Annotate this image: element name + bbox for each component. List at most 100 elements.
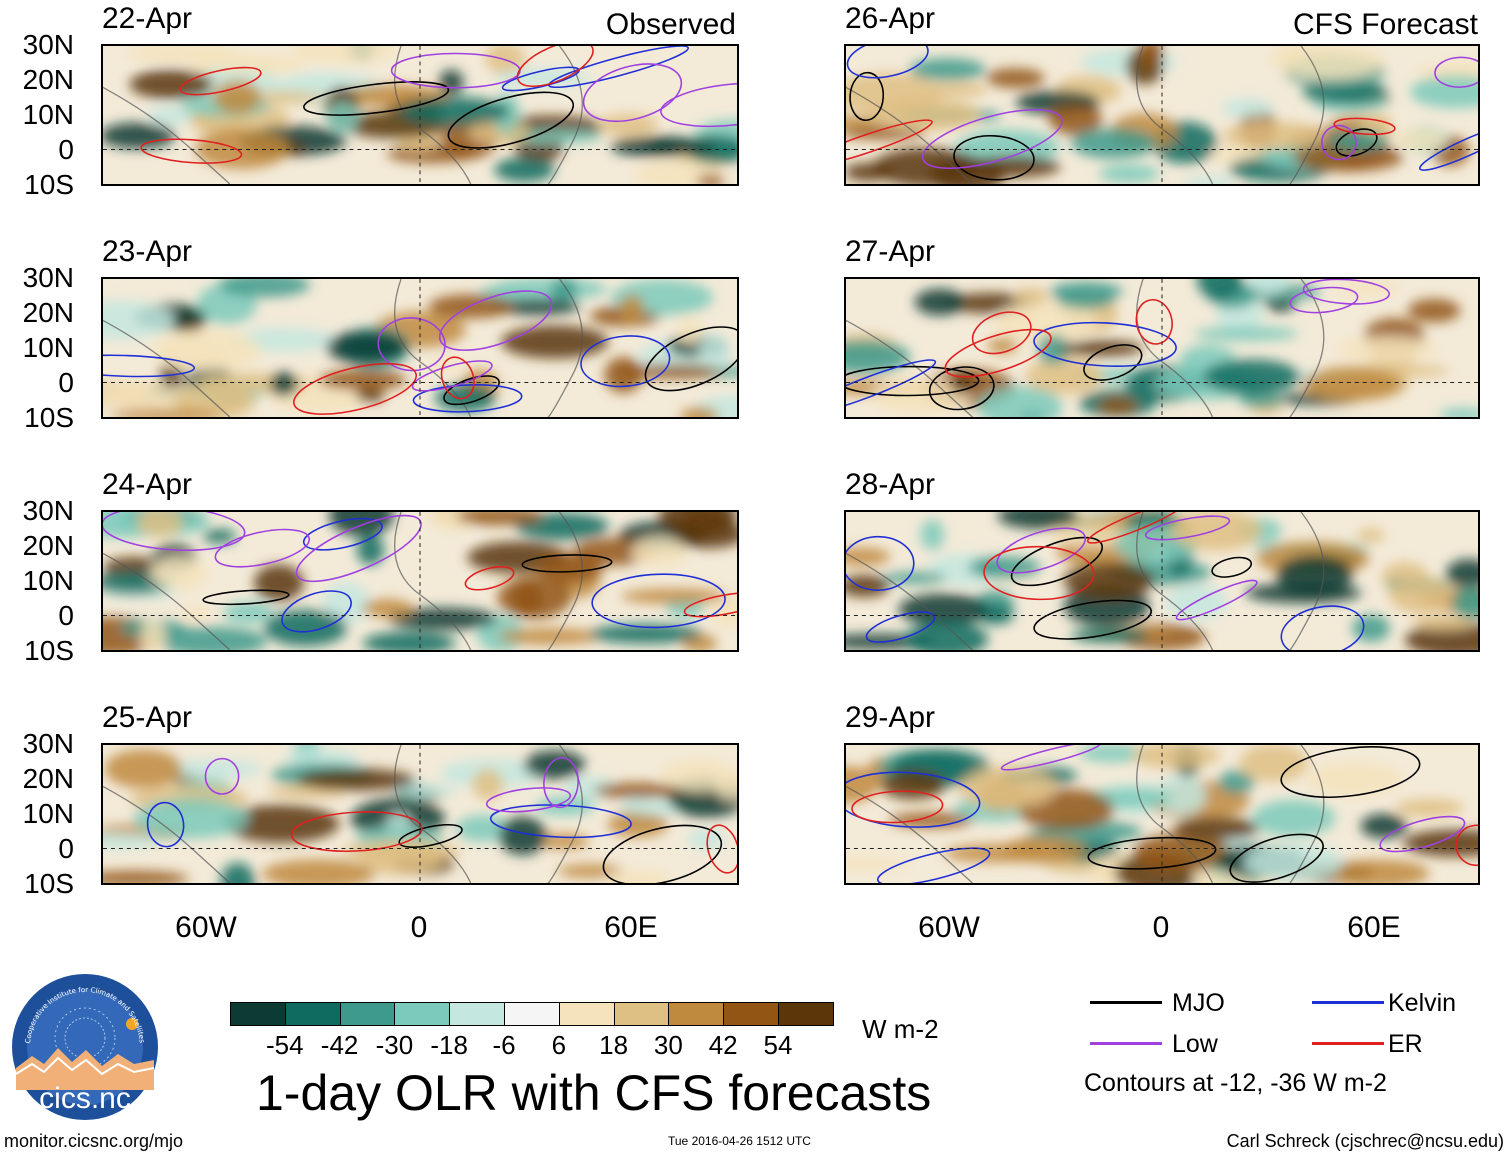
olr-anomaly-blob [1275, 46, 1384, 80]
olr-anomaly-blob [1003, 835, 1087, 864]
olr-anomaly-blob [986, 68, 1045, 89]
contour-mjo [398, 823, 463, 848]
olr-anomaly-blob [1155, 775, 1207, 815]
colorbar-swatch [394, 1002, 451, 1026]
olr-anomaly-blob [1063, 562, 1155, 599]
contour-kelvin [591, 573, 726, 629]
olr-anomaly-blob [1405, 622, 1478, 650]
olr-anomaly-blob [1138, 46, 1163, 69]
coastline-africa-west [394, 512, 472, 650]
contour-low [1289, 286, 1359, 314]
lat-label: 30N [22, 495, 74, 526]
olr-anomaly-blob [1070, 628, 1149, 643]
olr-anomaly-blob [362, 631, 456, 650]
lat-label: 10S [24, 169, 74, 200]
olr-anomaly-blob [156, 626, 268, 650]
olr-anomaly-blob [110, 408, 223, 417]
olr-anomaly-blob [147, 106, 193, 126]
contour-mjo [1010, 536, 1103, 587]
colorbar-tick-label: 30 [653, 1030, 683, 1060]
olr-anomaly-blob [973, 558, 1001, 574]
olr-anomaly-blob [615, 364, 722, 379]
olr-anomaly-blob [603, 869, 670, 883]
colorbar-tick-label: -42 [320, 1030, 359, 1060]
olr-anomaly-blob [253, 564, 304, 602]
contour-mjo [1087, 836, 1217, 870]
olr-anomaly-blob [1239, 745, 1308, 783]
lat-label: 10S [24, 868, 74, 899]
olr-anomaly-blob [213, 80, 262, 115]
olr-anomaly-blob [631, 536, 688, 568]
olr-anomaly-blob [977, 386, 1063, 417]
observed-header: Observed [605, 8, 736, 41]
olr-anomaly-blob [1336, 280, 1400, 297]
colorbar-tick-label: 18 [599, 1030, 629, 1060]
olr-anomaly-blob [498, 628, 601, 645]
legend-line-kelvin [1312, 1001, 1384, 1004]
lon-label: 60W [175, 911, 237, 944]
olr-anomaly-blob [1245, 583, 1362, 604]
olr-anomaly-blob [1132, 745, 1221, 769]
contour-mjo [849, 71, 885, 122]
olr-anomaly-blob [104, 749, 183, 789]
olr-anomaly-blob [388, 607, 498, 630]
contour-low [438, 290, 553, 351]
coastline-africa-east [546, 512, 583, 650]
legend-label-mjo: MJO [1172, 989, 1225, 1017]
olr-anomaly-blob [150, 555, 208, 591]
olr-anomaly-blob [1239, 391, 1284, 408]
lat-label: 10S [24, 402, 74, 433]
olr-anomaly-blob [362, 598, 413, 618]
olr-anomaly-blob [269, 372, 298, 397]
coastline-africa-west [1136, 512, 1214, 650]
lat-label: 20N [22, 530, 74, 561]
olr-map-observed-22-apr [101, 44, 739, 186]
olr-anomaly-blob [103, 870, 189, 883]
contour-kelvin [580, 335, 671, 388]
olr-anomaly-blob [498, 816, 547, 856]
olr-anomaly-blob [846, 856, 912, 871]
lon-label: 0 [1152, 911, 1170, 944]
olr-anomaly-blob [1133, 833, 1230, 872]
olr-anomaly-blob [180, 606, 211, 620]
olr-anomaly-blob [994, 301, 1098, 344]
olr-anomaly-blob [297, 768, 415, 791]
coastline-americas [103, 86, 231, 184]
contour-kelvin [846, 359, 937, 416]
lat-label: 20N [22, 763, 74, 794]
contour-low [377, 317, 446, 372]
lat-label: 0 [58, 367, 74, 398]
contour-mjo [1033, 599, 1152, 640]
olr-anomaly-blob [597, 113, 658, 137]
lat-label: 10S [24, 635, 74, 666]
contour-mjo [202, 589, 290, 606]
coastline-americas [846, 319, 973, 417]
colorbar-swatch [668, 1002, 725, 1026]
contour-er [1135, 298, 1173, 345]
coastline-africa-west [1136, 745, 1214, 883]
olr-anomaly-blob [883, 572, 947, 584]
olr-anomaly-blob [696, 174, 725, 184]
contour-er [944, 328, 1052, 378]
cics-logo: Cooperative Institute for Climate and Sa… [10, 972, 160, 1122]
olr-anomaly-blob [1407, 298, 1461, 323]
olr-anomaly-blob [846, 574, 890, 598]
olr-anomaly-blob [987, 337, 1018, 354]
contour-er [1455, 824, 1478, 867]
colorbar-swatch [284, 1002, 341, 1026]
lat-label: 10N [22, 332, 74, 363]
contour-low [921, 108, 1063, 170]
olr-anomaly-blob [1202, 359, 1301, 395]
olr-anomaly-blob [224, 804, 340, 843]
olr-anomaly-blob [1452, 586, 1478, 620]
contour-kelvin [489, 804, 632, 839]
olr-anomaly-blob [1194, 326, 1299, 342]
olr-anomaly-blob [223, 601, 274, 624]
olr-anomaly-blob [322, 582, 371, 624]
contour-mjo [602, 824, 723, 883]
olr-anomaly-blob [714, 771, 737, 800]
olr-anomaly-blob [1098, 164, 1160, 183]
olr-anomaly-blob [1218, 770, 1255, 794]
olr-anomaly-blob [687, 828, 725, 850]
legend-label-low: Low [1172, 1030, 1218, 1058]
